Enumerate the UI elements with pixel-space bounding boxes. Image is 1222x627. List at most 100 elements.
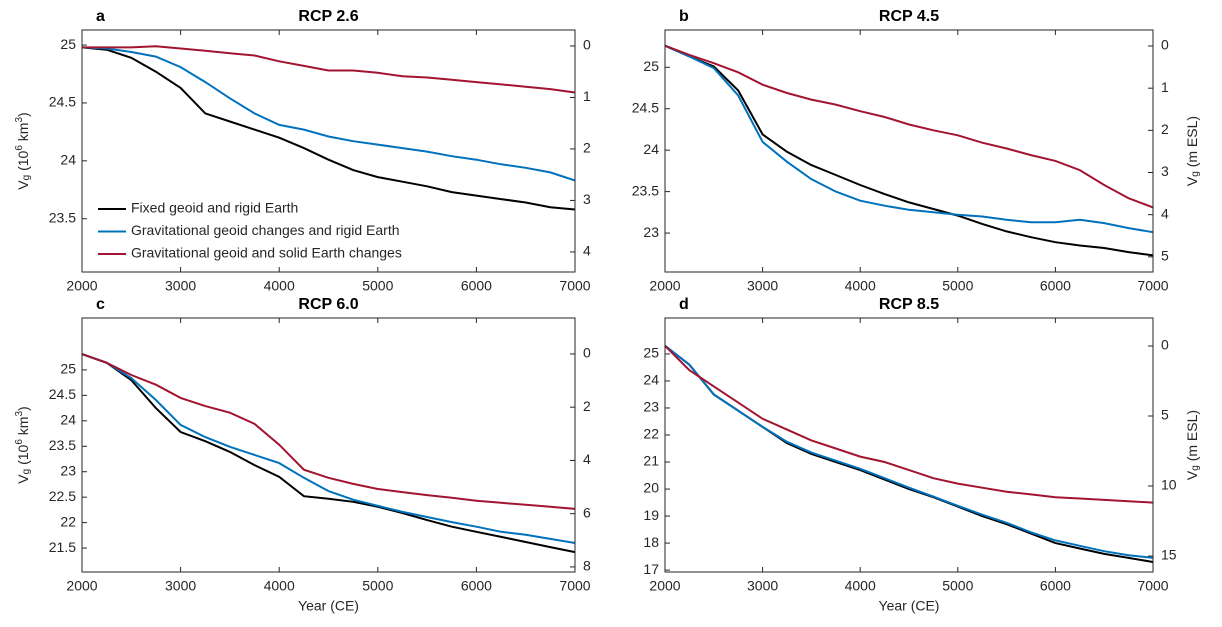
series-line — [81, 353, 576, 544]
plot-area — [665, 318, 1153, 572]
x-tick-label: 5000 — [942, 578, 973, 594]
label-part: km — [15, 123, 31, 146]
chart-title: RCP 2.6 — [298, 8, 358, 25]
legend-label: Gravitational geoid changes and rigid Ea… — [131, 222, 400, 238]
y2-tick-label: 2 — [583, 140, 591, 156]
label-part: 6 — [14, 145, 25, 151]
x-tick-label: 4000 — [845, 578, 876, 594]
x-tick-label: 5000 — [942, 278, 973, 294]
label-part: (m ESL) — [1184, 410, 1200, 465]
panel-label: a — [96, 8, 105, 25]
y-tick-label: 18 — [643, 534, 659, 550]
y-tick-label: 25 — [643, 345, 659, 361]
x-tick-label: 2000 — [649, 578, 680, 594]
label-part: g — [21, 469, 32, 475]
y-tick-label: 25 — [60, 36, 76, 52]
y2-tick-label: 10 — [1161, 477, 1177, 493]
y-tick-label: 24.5 — [49, 386, 76, 402]
y2-tick-label: 1 — [1161, 79, 1169, 95]
panel-label: d — [679, 296, 689, 313]
y2-tick-label: 3 — [583, 191, 591, 207]
y-tick-label: 21.5 — [49, 539, 76, 555]
axes-box — [664, 317, 1154, 573]
x-axis-label: Year (CE) — [879, 598, 940, 614]
y-tick-label: 23 — [643, 399, 659, 415]
x-tick-label: 7000 — [1137, 578, 1168, 594]
y2-tick-label: 5 — [1161, 248, 1169, 264]
y-tick-label: 22 — [643, 426, 659, 442]
y2-axis-label: Vg (m ESL) — [1184, 116, 1201, 186]
x-tick-label: 2000 — [66, 578, 97, 594]
y-axis-label: Vg (106 km3) — [14, 406, 32, 483]
y-tick-label: 24 — [643, 141, 659, 157]
series-line — [664, 44, 1154, 209]
series-line — [664, 44, 1154, 257]
x-tick-label: 4000 — [845, 278, 876, 294]
label-part: 6 — [14, 439, 25, 445]
label-part: (m ESL) — [1184, 116, 1200, 171]
y-tick-label: 24 — [643, 372, 659, 388]
x-tick-label: 7000 — [1137, 278, 1168, 294]
y2-tick-label: 1 — [583, 88, 591, 104]
label-part: V — [15, 180, 31, 190]
label-part: g — [1190, 465, 1201, 471]
x-axis-label: Year (CE) — [298, 598, 359, 614]
y-axis-label: Vg (106 km3) — [14, 112, 32, 189]
y-tick-label: 24 — [60, 412, 76, 428]
label-part: (10 — [15, 444, 31, 468]
y2-tick-label: 15 — [1161, 547, 1177, 563]
series-line — [664, 345, 1154, 559]
y2-tick-label: 4 — [583, 451, 591, 467]
x-tick-label: 7000 — [559, 578, 590, 594]
axes-box — [81, 29, 576, 273]
x-tick-label: 4000 — [264, 578, 295, 594]
y2-tick-label: 0 — [583, 37, 591, 53]
x-tick-label: 6000 — [1040, 578, 1071, 594]
y-tick-label: 25 — [60, 361, 76, 377]
y-tick-label: 17 — [643, 561, 659, 577]
y-tick-label: 23.5 — [49, 437, 76, 453]
x-tick-label: 5000 — [362, 578, 393, 594]
y2-tick-label: 3 — [1161, 163, 1169, 179]
label-part: ) — [15, 406, 31, 411]
series-line — [81, 46, 576, 182]
y-tick-label: 23.5 — [632, 182, 659, 198]
y2-tick-label: 4 — [1161, 205, 1169, 221]
y-tick-label: 23.5 — [49, 209, 76, 225]
y2-tick-label: 0 — [1161, 337, 1169, 353]
x-tick-label: 3000 — [747, 278, 778, 294]
y-tick-label: 23 — [643, 224, 659, 240]
x-tick-label: 3000 — [165, 278, 196, 294]
y2-tick-label: 0 — [583, 345, 591, 361]
y-tick-label: 21 — [643, 453, 659, 469]
y2-tick-label: 2 — [583, 398, 591, 414]
label-part: V — [1184, 176, 1200, 186]
x-tick-label: 7000 — [559, 278, 590, 294]
series-line — [82, 45, 576, 94]
label-part: V — [15, 474, 31, 484]
y-tick-label: 24 — [60, 152, 76, 168]
axes-box — [664, 29, 1154, 273]
legend-label: Gravitational geoid and solid Earth chan… — [131, 245, 402, 261]
label-part: V — [1184, 470, 1200, 480]
y2-tick-label: 8 — [583, 558, 591, 574]
y2-tick-label: 0 — [1161, 37, 1169, 53]
y2-tick-label: 6 — [583, 504, 591, 520]
x-tick-label: 6000 — [461, 278, 492, 294]
y2-axis-label: Vg (m ESL) — [1184, 410, 1201, 480]
y2-tick-label: 2 — [1161, 121, 1169, 137]
x-tick-label: 3000 — [165, 578, 196, 594]
y-tick-label: 24.5 — [49, 94, 76, 110]
y2-tick-label: 5 — [1161, 407, 1169, 423]
chart-title: RCP 6.0 — [298, 296, 358, 313]
label-part: km — [15, 417, 31, 440]
label-part: ) — [15, 112, 31, 117]
chart-title: RCP 8.5 — [879, 296, 939, 313]
x-tick-label: 6000 — [1040, 278, 1071, 294]
panel-label: c — [96, 296, 105, 313]
y-tick-label: 22.5 — [49, 488, 76, 504]
y-tick-label: 19 — [643, 507, 659, 523]
series-line — [81, 353, 576, 554]
y-tick-label: 23 — [60, 462, 76, 478]
